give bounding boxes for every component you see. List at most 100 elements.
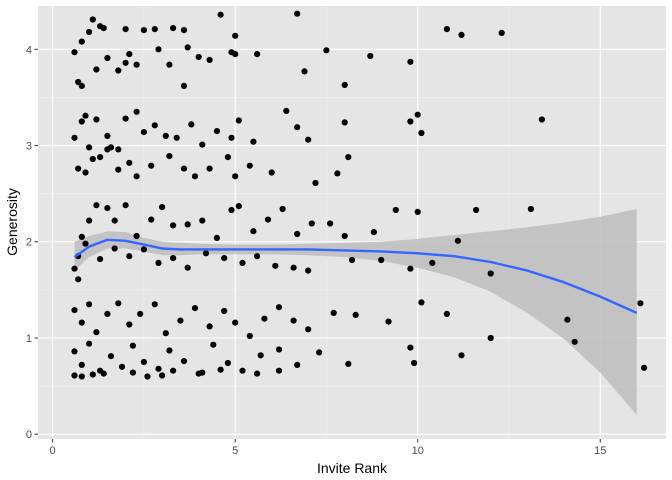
data-point	[162, 330, 169, 337]
x-axis-title: Invite Rank	[317, 460, 388, 476]
data-point	[487, 334, 494, 342]
data-point	[290, 264, 297, 271]
minor-gridlines	[38, 6, 666, 439]
data-point	[224, 154, 231, 161]
data-point	[370, 229, 377, 236]
data-point	[122, 59, 129, 66]
data-point	[191, 173, 199, 180]
data-point	[443, 26, 450, 33]
data-point	[71, 372, 78, 379]
x-tick-label: 10	[412, 445, 424, 457]
y-axis-title: Generosity	[4, 188, 20, 256]
data-point	[290, 317, 297, 324]
data-point	[151, 301, 158, 308]
data-point	[414, 208, 421, 215]
data-point	[407, 265, 414, 272]
data-point	[275, 367, 283, 374]
data-point	[418, 129, 425, 137]
data-point	[429, 259, 436, 266]
data-point	[224, 359, 231, 367]
data-point	[232, 319, 239, 326]
data-point	[78, 319, 85, 326]
data-point	[148, 162, 155, 169]
data-point	[312, 179, 319, 187]
data-point	[294, 230, 301, 238]
data-point	[498, 29, 505, 36]
data-point	[86, 28, 93, 36]
data-point	[330, 309, 337, 316]
data-point	[246, 332, 253, 340]
data-point	[564, 316, 571, 323]
data-point	[294, 361, 301, 368]
y-tick-label: 3	[26, 141, 32, 153]
y-axis: 0 1 2 3 4	[26, 44, 38, 441]
data-point	[199, 217, 206, 224]
data-point	[122, 115, 129, 122]
data-point	[301, 68, 308, 75]
data-point	[345, 154, 352, 161]
data-point	[133, 232, 140, 240]
data-point	[97, 256, 104, 263]
data-point	[217, 11, 224, 18]
x-tick-label: 15	[594, 445, 606, 457]
data-point	[140, 358, 147, 366]
data-point	[210, 341, 217, 348]
data-point	[159, 204, 166, 211]
data-point	[345, 360, 352, 367]
data-point	[454, 237, 461, 244]
data-point	[232, 173, 239, 180]
data-point	[159, 372, 166, 379]
data-point	[104, 146, 111, 153]
data-point	[104, 310, 111, 317]
data-point	[82, 240, 89, 247]
data-point	[166, 153, 173, 160]
data-point	[323, 47, 330, 54]
data-point	[129, 342, 136, 349]
data-point	[126, 253, 133, 260]
data-point	[407, 118, 414, 125]
x-axis: 0 5 10 15	[50, 439, 606, 457]
data-point	[341, 232, 348, 240]
data-point	[235, 203, 242, 210]
data-point	[170, 255, 177, 262]
data-point	[487, 270, 494, 277]
data-point	[133, 173, 140, 180]
data-point	[184, 221, 191, 228]
data-point	[180, 82, 188, 89]
data-point	[78, 373, 85, 380]
data-point	[78, 118, 85, 125]
data-point	[254, 253, 261, 260]
y-tick-label: 0	[26, 429, 32, 441]
data-point	[275, 304, 283, 311]
data-point	[89, 155, 96, 163]
data-point	[144, 373, 151, 380]
data-point	[129, 369, 136, 376]
data-point	[170, 367, 177, 374]
data-point	[78, 82, 85, 89]
data-point	[180, 27, 188, 34]
data-point	[239, 367, 246, 374]
data-point	[78, 38, 85, 45]
data-point	[115, 146, 122, 153]
data-point	[352, 311, 359, 318]
data-point	[294, 124, 301, 131]
data-point	[89, 371, 96, 378]
y-tick-label: 1	[26, 333, 32, 345]
data-point	[82, 169, 89, 176]
data-point	[78, 361, 85, 368]
data-point	[458, 31, 465, 38]
data-point	[115, 300, 122, 307]
data-point	[213, 128, 220, 135]
data-point	[367, 52, 374, 60]
data-point	[93, 116, 100, 123]
data-point	[246, 162, 253, 169]
data-point	[250, 228, 257, 235]
data-point	[385, 318, 392, 325]
data-point	[637, 300, 644, 307]
data-point	[571, 338, 578, 345]
data-point	[126, 51, 133, 58]
data-point	[148, 216, 155, 223]
data-point	[199, 369, 206, 376]
data-point	[100, 370, 107, 377]
